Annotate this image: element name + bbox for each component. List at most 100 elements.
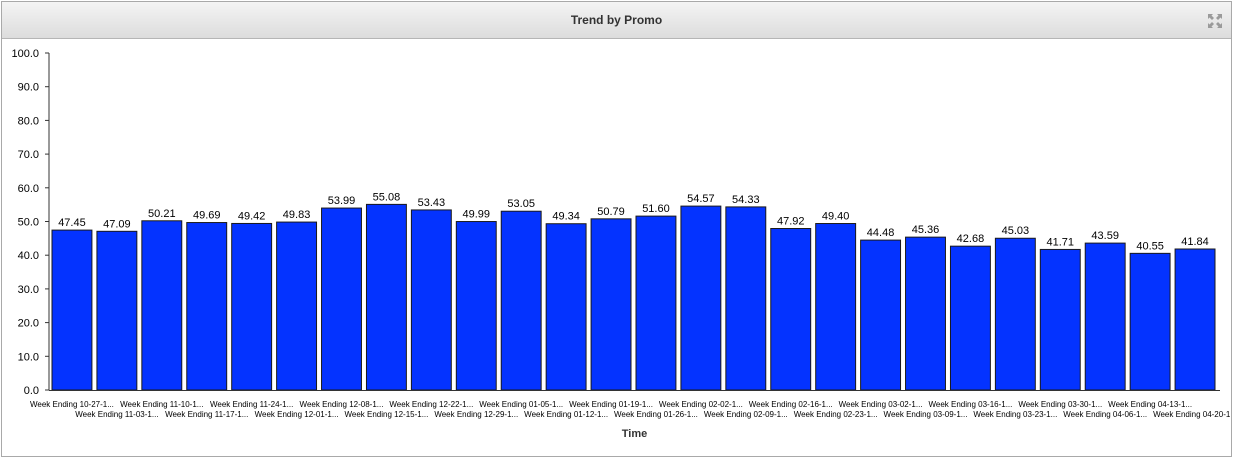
y-tick-label: 70.0 bbox=[18, 149, 39, 161]
bar-value-label: 47.45 bbox=[58, 217, 86, 229]
y-tick-label: 10.0 bbox=[18, 351, 39, 363]
bar-chart: 0.0 10.0 20.0 30.0 40.0 50.0 60.0 70.0 80.0 90.0 1… bbox=[11, 48, 1235, 440]
bar[interactable] bbox=[96, 230, 138, 391]
bar[interactable] bbox=[1039, 248, 1081, 391]
bar[interactable] bbox=[276, 221, 318, 391]
x-tick-label: Week Ending 02-09-1... bbox=[704, 410, 788, 419]
bar[interactable] bbox=[1084, 242, 1126, 391]
bar-value-label: 49.69 bbox=[193, 210, 221, 222]
bar-value-label: 43.59 bbox=[1091, 230, 1119, 242]
bar[interactable] bbox=[500, 210, 542, 391]
y-tick-label: 100.0 bbox=[11, 48, 39, 60]
bar-value-label: 53.99 bbox=[328, 195, 356, 207]
x-tick-label: Week Ending 03-23-1... bbox=[973, 410, 1057, 419]
bar-value-label: 45.36 bbox=[912, 224, 940, 236]
bar[interactable] bbox=[141, 220, 183, 391]
bar[interactable] bbox=[1174, 248, 1216, 391]
x-tick-label: Week Ending 02-02-1... bbox=[659, 400, 743, 409]
x-tick-label: Week Ending 03-02-1... bbox=[839, 400, 923, 409]
bar-value-label: 53.43 bbox=[418, 197, 446, 209]
x-tick-label: Week Ending 02-23-1... bbox=[794, 410, 878, 419]
bar[interactable] bbox=[725, 206, 767, 391]
bar[interactable] bbox=[635, 215, 677, 391]
bar-value-labels: 47.45 47.09 50.21 49.69 49.42 49.83 53.99 55.08… bbox=[58, 191, 1209, 252]
x-tick-label: Week Ending 12-01-1... bbox=[255, 410, 339, 419]
x-tick-label: Week Ending 01-05-1... bbox=[479, 400, 563, 409]
x-tick-label: Week Ending 03-30-1... bbox=[1018, 400, 1102, 409]
bar[interactable] bbox=[905, 236, 946, 391]
x-tick-label: Week Ending 01-26-1... bbox=[614, 410, 698, 419]
bar[interactable] bbox=[545, 223, 587, 391]
bar-value-label: 54.57 bbox=[687, 193, 715, 205]
x-tick-label: Week Ending 12-08-1... bbox=[300, 400, 384, 409]
x-tick-label: Week Ending 12-29-1... bbox=[434, 410, 518, 419]
bar[interactable] bbox=[770, 228, 812, 391]
bar[interactable] bbox=[455, 221, 497, 391]
chart-area: 0.0 10.0 20.0 30.0 40.0 50.0 60.0 70.0 80.0 90.0 1… bbox=[2, 40, 1235, 461]
x-tick-label: Week Ending 01-19-1... bbox=[569, 400, 653, 409]
bar-value-label: 55.08 bbox=[373, 191, 401, 203]
x-tick-label: Week Ending 04-06-1... bbox=[1063, 410, 1147, 419]
x-tick-label: Week Ending 11-17-1... bbox=[165, 410, 248, 419]
y-tick-label: 90.0 bbox=[18, 82, 39, 94]
bar[interactable] bbox=[815, 223, 857, 391]
y-tick-label: 50.0 bbox=[18, 217, 39, 229]
x-tick-label: Week Ending 12-15-1... bbox=[344, 410, 428, 419]
bar-value-label: 49.40 bbox=[822, 211, 850, 223]
bar-value-label: 50.21 bbox=[148, 208, 176, 220]
bar-value-label: 47.09 bbox=[103, 218, 131, 230]
x-tick-label: Week Ending 02-16-1... bbox=[749, 400, 833, 409]
x-tick-label: Week Ending 04-13-1... bbox=[1108, 400, 1192, 409]
x-tick-label: Week Ending 11-10-1... bbox=[120, 400, 203, 409]
bar-value-label: 51.60 bbox=[642, 203, 670, 215]
x-tick-label: Week Ending 12-22-1... bbox=[389, 400, 473, 409]
collapse-arrows-icon[interactable] bbox=[1207, 13, 1223, 29]
x-tick-label: Week Ending 03-16-1... bbox=[928, 400, 1012, 409]
bar[interactable] bbox=[994, 237, 1036, 391]
bar-value-label: 45.03 bbox=[1002, 225, 1030, 237]
x-tick-label: Week Ending 03-09-1... bbox=[884, 410, 968, 419]
bar[interactable] bbox=[365, 203, 407, 391]
y-axis-ticks: 0.0 10.0 20.0 30.0 40.0 50.0 60.0 70.0 80.0 90.0 1… bbox=[11, 48, 49, 397]
bar[interactable] bbox=[680, 205, 722, 391]
x-tick-label: Week Ending 01-12-1... bbox=[524, 410, 608, 419]
bar[interactable] bbox=[949, 245, 991, 391]
bar[interactable] bbox=[590, 218, 632, 391]
panel-title: Trend by Promo bbox=[570, 13, 663, 27]
bar[interactable] bbox=[51, 229, 93, 391]
x-tick-label: Week Ending 11-03-1... bbox=[75, 410, 158, 419]
bar[interactable] bbox=[1129, 252, 1171, 391]
x-tick-label: Week Ending 10-27-1... bbox=[30, 400, 114, 409]
panel-header: Trend by Promo bbox=[2, 2, 1231, 39]
bar[interactable] bbox=[410, 209, 452, 391]
x-tick-label: Week Ending 11-24-1... bbox=[210, 400, 293, 409]
y-tick-label: 30.0 bbox=[18, 284, 39, 296]
y-tick-label: 40.0 bbox=[18, 250, 39, 262]
y-tick-label: 20.0 bbox=[18, 318, 39, 330]
bar-value-label: 54.33 bbox=[732, 194, 760, 206]
bar-value-label: 53.05 bbox=[507, 198, 535, 210]
bar[interactable] bbox=[231, 222, 273, 391]
bar-value-label: 49.99 bbox=[463, 209, 491, 221]
bar-value-label: 49.34 bbox=[552, 211, 580, 223]
bar-value-label: 41.71 bbox=[1047, 236, 1075, 248]
bar-value-label: 47.92 bbox=[777, 216, 805, 228]
bar-value-label: 49.83 bbox=[283, 209, 311, 221]
bar-value-label: 50.79 bbox=[597, 206, 625, 218]
y-tick-label: 0.0 bbox=[24, 385, 39, 397]
bar-value-label: 40.55 bbox=[1136, 240, 1164, 252]
bar[interactable] bbox=[186, 222, 228, 391]
y-tick-label: 80.0 bbox=[18, 115, 39, 127]
x-axis-title: Time bbox=[622, 428, 647, 440]
bar-value-label: 44.48 bbox=[867, 227, 895, 239]
bar[interactable] bbox=[321, 207, 362, 391]
bar-value-label: 42.68 bbox=[957, 233, 985, 245]
x-axis-tick-labels: Week Ending 10-27-1...Week Ending 11-03-… bbox=[30, 400, 1235, 419]
y-tick-label: 60.0 bbox=[18, 183, 39, 195]
bar-value-label: 49.42 bbox=[238, 210, 266, 222]
bars-group bbox=[51, 203, 1216, 391]
x-tick-label: Week Ending 04-20-1... bbox=[1153, 410, 1231, 419]
bar-value-label: 41.84 bbox=[1181, 236, 1209, 248]
bar[interactable] bbox=[860, 239, 902, 391]
